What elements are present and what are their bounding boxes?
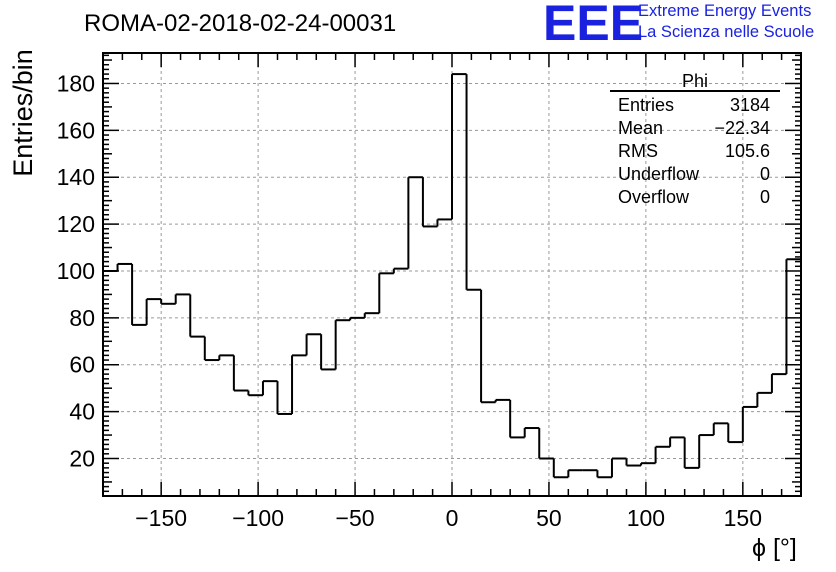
y-axis-label: Entries/bin [8,49,38,177]
y-tick-label: 60 [69,352,95,378]
x-tick-label: −100 [232,505,284,531]
stats-title: Phi [610,72,780,92]
eee-logo: EEE [543,0,644,51]
y-tick-label: 20 [69,445,95,471]
stats-row: Underflow 0 [610,163,778,186]
y-tick-label: 160 [57,117,95,143]
y-tick-label: 180 [57,70,95,96]
stats-row: Entries 3184 [610,94,778,117]
chart-title: ROMA-02-2018-02-24-00031 [84,10,397,37]
stats-label: Entries [618,95,675,115]
stats-label: Mean [618,118,664,138]
stats-label: Underflow [618,164,700,184]
stats-value: 3184 [729,95,770,115]
y-tick-label: 80 [69,305,95,331]
axis-ticks [102,53,802,496]
y-tick-label: 140 [57,164,95,190]
stats-value: 105.6 [724,141,770,161]
logo-text-line2: La Scienza nelle Scuole [638,23,815,41]
x-tick-label: 50 [536,505,562,531]
x-tick-label: 150 [724,505,762,531]
x-axis-label: ϕ [°] [752,534,797,562]
stats-box: Phi Entries 3184 Mean −22.34 RMS 105.6 U… [610,72,780,209]
x-tick-label: 100 [627,505,665,531]
stats-value: 0 [759,164,770,184]
stats-label: RMS [618,141,658,161]
tick-labels: −150 −100 −50 0 50 100 150 20 40 60 80 100 120 140 160… [57,70,762,531]
stats-row: RMS 105.6 [610,140,778,163]
y-tick-label: 40 [69,399,95,425]
stats-value: 0 [759,187,770,207]
stats-value: −22.34 [714,118,770,138]
x-tick-label: 0 [446,505,459,531]
stats-row: Overflow 0 [610,186,778,209]
y-tick-label: 120 [57,211,95,237]
stats-row: Mean −22.34 [610,117,778,140]
x-tick-label: −150 [135,505,187,531]
logo-text-line1: Extreme Energy Events [638,2,812,20]
y-tick-label: 100 [57,258,95,284]
stats-label: Overflow [618,187,690,207]
x-tick-label: −50 [336,505,375,531]
